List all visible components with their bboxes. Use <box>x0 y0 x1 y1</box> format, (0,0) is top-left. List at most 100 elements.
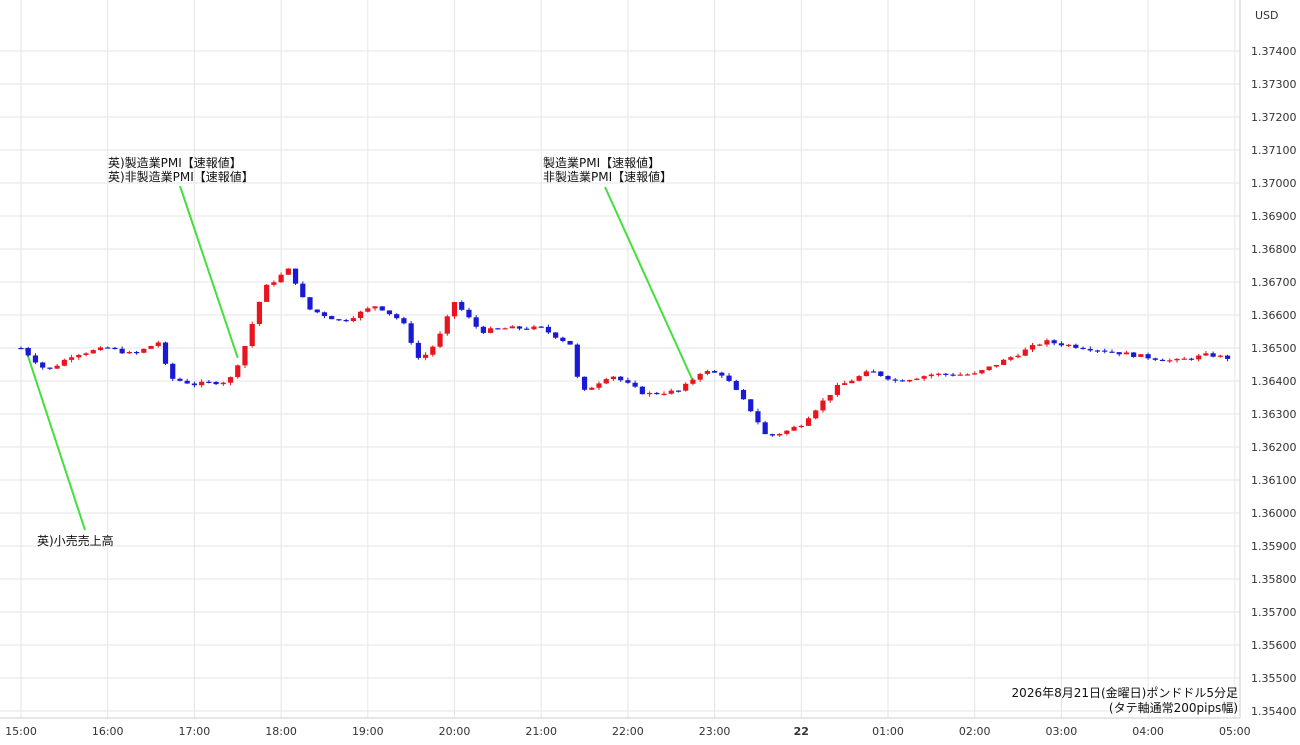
candle-body <box>1167 360 1173 362</box>
candle-body <box>488 328 494 333</box>
candle-body <box>372 306 378 309</box>
candle-body <box>444 316 450 334</box>
candle-down <box>112 346 118 350</box>
x-tick-label: 21:00 <box>525 725 557 738</box>
candle-body <box>40 362 46 368</box>
candle-up <box>278 272 284 283</box>
candle-body <box>300 283 306 298</box>
candle-up <box>697 372 703 382</box>
candle-body <box>1138 354 1144 357</box>
candle-down <box>495 327 501 330</box>
candle-body <box>769 434 775 436</box>
candle-body <box>704 371 710 374</box>
candle-up <box>1203 350 1209 357</box>
candle-up <box>249 321 255 348</box>
candle-body <box>726 375 732 381</box>
y-tick-label: 1.35800 <box>1251 573 1297 586</box>
candle-down <box>321 311 328 319</box>
candle-body <box>401 318 407 324</box>
candle-up <box>856 375 862 382</box>
candle-down <box>899 379 906 382</box>
candle-body <box>1131 352 1137 357</box>
candle-body <box>430 346 436 355</box>
candle-body <box>712 371 718 373</box>
candle-up <box>76 353 82 360</box>
candle-down <box>300 281 306 298</box>
candle-body <box>856 376 862 381</box>
candle-body <box>690 379 696 384</box>
candle-body <box>249 323 255 347</box>
candle-down <box>524 326 530 331</box>
candle-down <box>329 315 335 320</box>
candle-body <box>1073 344 1079 348</box>
candle-down <box>25 346 31 357</box>
candle-body <box>321 312 328 317</box>
candle-up <box>451 301 458 319</box>
candle-body <box>126 351 132 354</box>
candle-body <box>148 345 154 349</box>
candle-body <box>177 378 183 381</box>
candle-body <box>1109 351 1115 353</box>
annotation-connector <box>604 186 694 382</box>
candle-body <box>155 342 161 346</box>
candle-up <box>834 382 841 397</box>
candle-up <box>531 325 537 331</box>
candle-down <box>119 346 125 354</box>
candle-up <box>914 377 920 381</box>
candle-body <box>964 374 971 376</box>
candle-up <box>1138 354 1144 358</box>
annotation-connector <box>179 185 239 359</box>
candle-down <box>567 340 573 345</box>
candle-body <box>618 376 624 381</box>
candle-up <box>199 379 205 388</box>
candle-down <box>191 381 197 388</box>
candle-down <box>177 377 183 382</box>
y-tick-label: 1.37100 <box>1251 144 1297 157</box>
candle-up <box>777 433 783 437</box>
candle-body <box>408 323 414 343</box>
candle-body <box>1224 355 1231 359</box>
candle-down <box>336 318 342 322</box>
candle-up <box>271 280 277 287</box>
candle-up <box>589 386 595 390</box>
candle-body <box>827 394 833 401</box>
candles <box>18 268 1231 437</box>
candle-up <box>957 372 963 376</box>
candle-down <box>870 369 877 373</box>
y-tick-label: 1.37000 <box>1251 177 1297 190</box>
chart-footer-subtitle: (タテ軸通常200pips幅) <box>1109 700 1238 715</box>
candle-body <box>423 354 429 358</box>
candle-up <box>1123 350 1130 355</box>
candle-body <box>979 370 985 374</box>
candle-down <box>18 346 24 350</box>
candle-up <box>979 369 985 375</box>
candle-up <box>430 345 436 357</box>
candle-down <box>292 268 299 286</box>
candle-down <box>1102 348 1108 354</box>
candle-body <box>791 426 797 431</box>
candle-up <box>350 316 356 323</box>
chart-footer-title: 2026年8月21日(金曜日)ポンドドル5分足 <box>1012 685 1238 700</box>
candle-body <box>878 371 884 376</box>
candle-down <box>581 376 588 391</box>
candle-body <box>892 379 898 381</box>
annotation-label: 英)非製造業PMI【速報値】 <box>108 169 254 184</box>
candle-body <box>1181 358 1187 360</box>
candle-up <box>502 327 508 330</box>
candle-down <box>560 336 566 343</box>
x-tick-label: 22 <box>794 725 809 738</box>
candle-body <box>314 309 320 313</box>
candle-body <box>97 347 104 351</box>
candle-up <box>1174 358 1180 363</box>
candle-body <box>1174 358 1180 361</box>
x-tick-label: 05:00 <box>1219 725 1251 738</box>
candle-body <box>581 376 588 390</box>
candle-up <box>935 372 942 377</box>
candle-down <box>1116 352 1122 357</box>
candle-down <box>625 377 631 384</box>
candle-body <box>560 337 566 341</box>
candle-down <box>379 306 385 311</box>
candle-up <box>83 352 89 357</box>
candle-body <box>1210 353 1216 357</box>
candle-body <box>1058 343 1064 346</box>
